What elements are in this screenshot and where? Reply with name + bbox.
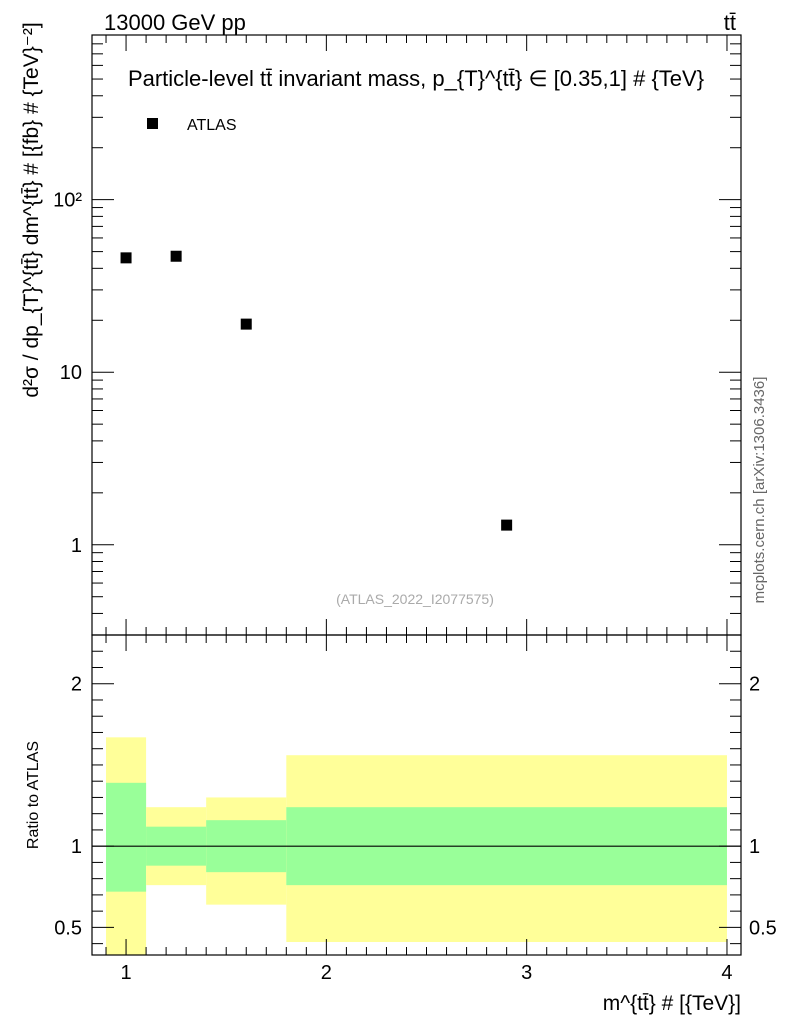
data-point (170, 250, 182, 262)
ratio-y-tick-label-left: 2 (71, 674, 82, 696)
side-watermark: mcplots.cern.ch [arXiv:1306.3436] (751, 377, 768, 604)
data-point (240, 318, 252, 330)
legend-label-atlas: ATLAS (187, 117, 237, 134)
data-point (501, 519, 513, 531)
ratio-ticks: 0.5 0.5 1 1 2 2 1 2 3 4 (54, 635, 777, 984)
ratio-y-axis-title: Ratio to ATLAS (25, 741, 42, 849)
legend-marker-atlas (147, 118, 158, 129)
ratio-panel: 0.5 0.5 1 1 2 2 1 2 3 4 Ratio to ATLAS m^{tt̄} # … (25, 634, 777, 1015)
x-tick-label: 4 (721, 962, 732, 984)
ratio-panel-frame (91, 634, 742, 956)
ratio-y-tick-label-right: 1 (749, 836, 760, 858)
ratio-y-tick-label-right: 0.5 (749, 917, 777, 939)
main-plot-points (120, 250, 513, 531)
main-plot-y-axis-title: d²σ / dp_{T}^{tt̄} dm^{tt̄} # [{fb} # {T… (20, 22, 43, 397)
x-tick-label: 3 (521, 962, 532, 984)
ratio-y-tick-label-right: 2 (749, 674, 760, 696)
x-tick-label: 1 (120, 962, 131, 984)
header-process-label: tt̄ (724, 10, 736, 35)
main-y-tick-label: 10 (60, 362, 82, 384)
analysis-id-label: (ATLAS_2022_I2077575) (336, 591, 494, 607)
main-y-tick-label: 10² (53, 190, 82, 212)
ratio-y-tick-label-left: 1 (71, 836, 82, 858)
x-axis-title: m^{tt̄} # [{TeV}] (603, 992, 741, 1015)
header-collision-label: 13000 GeV pp (104, 10, 246, 35)
data-point (120, 252, 132, 264)
main-plot-panel: 1 10 10² Particle-level tt̄ invariant mass… (20, 22, 742, 636)
ratio-inner-band (106, 782, 147, 892)
main-plot-title: Particle-level tt̄ invariant mass, p_{T}… (128, 66, 704, 91)
ratio-y-tick-label-left: 0.5 (54, 917, 82, 939)
main-y-tick-label: 1 (71, 535, 82, 557)
main-plot-ticks: 1 10 10² (53, 34, 741, 636)
x-tick-label: 2 (321, 962, 332, 984)
